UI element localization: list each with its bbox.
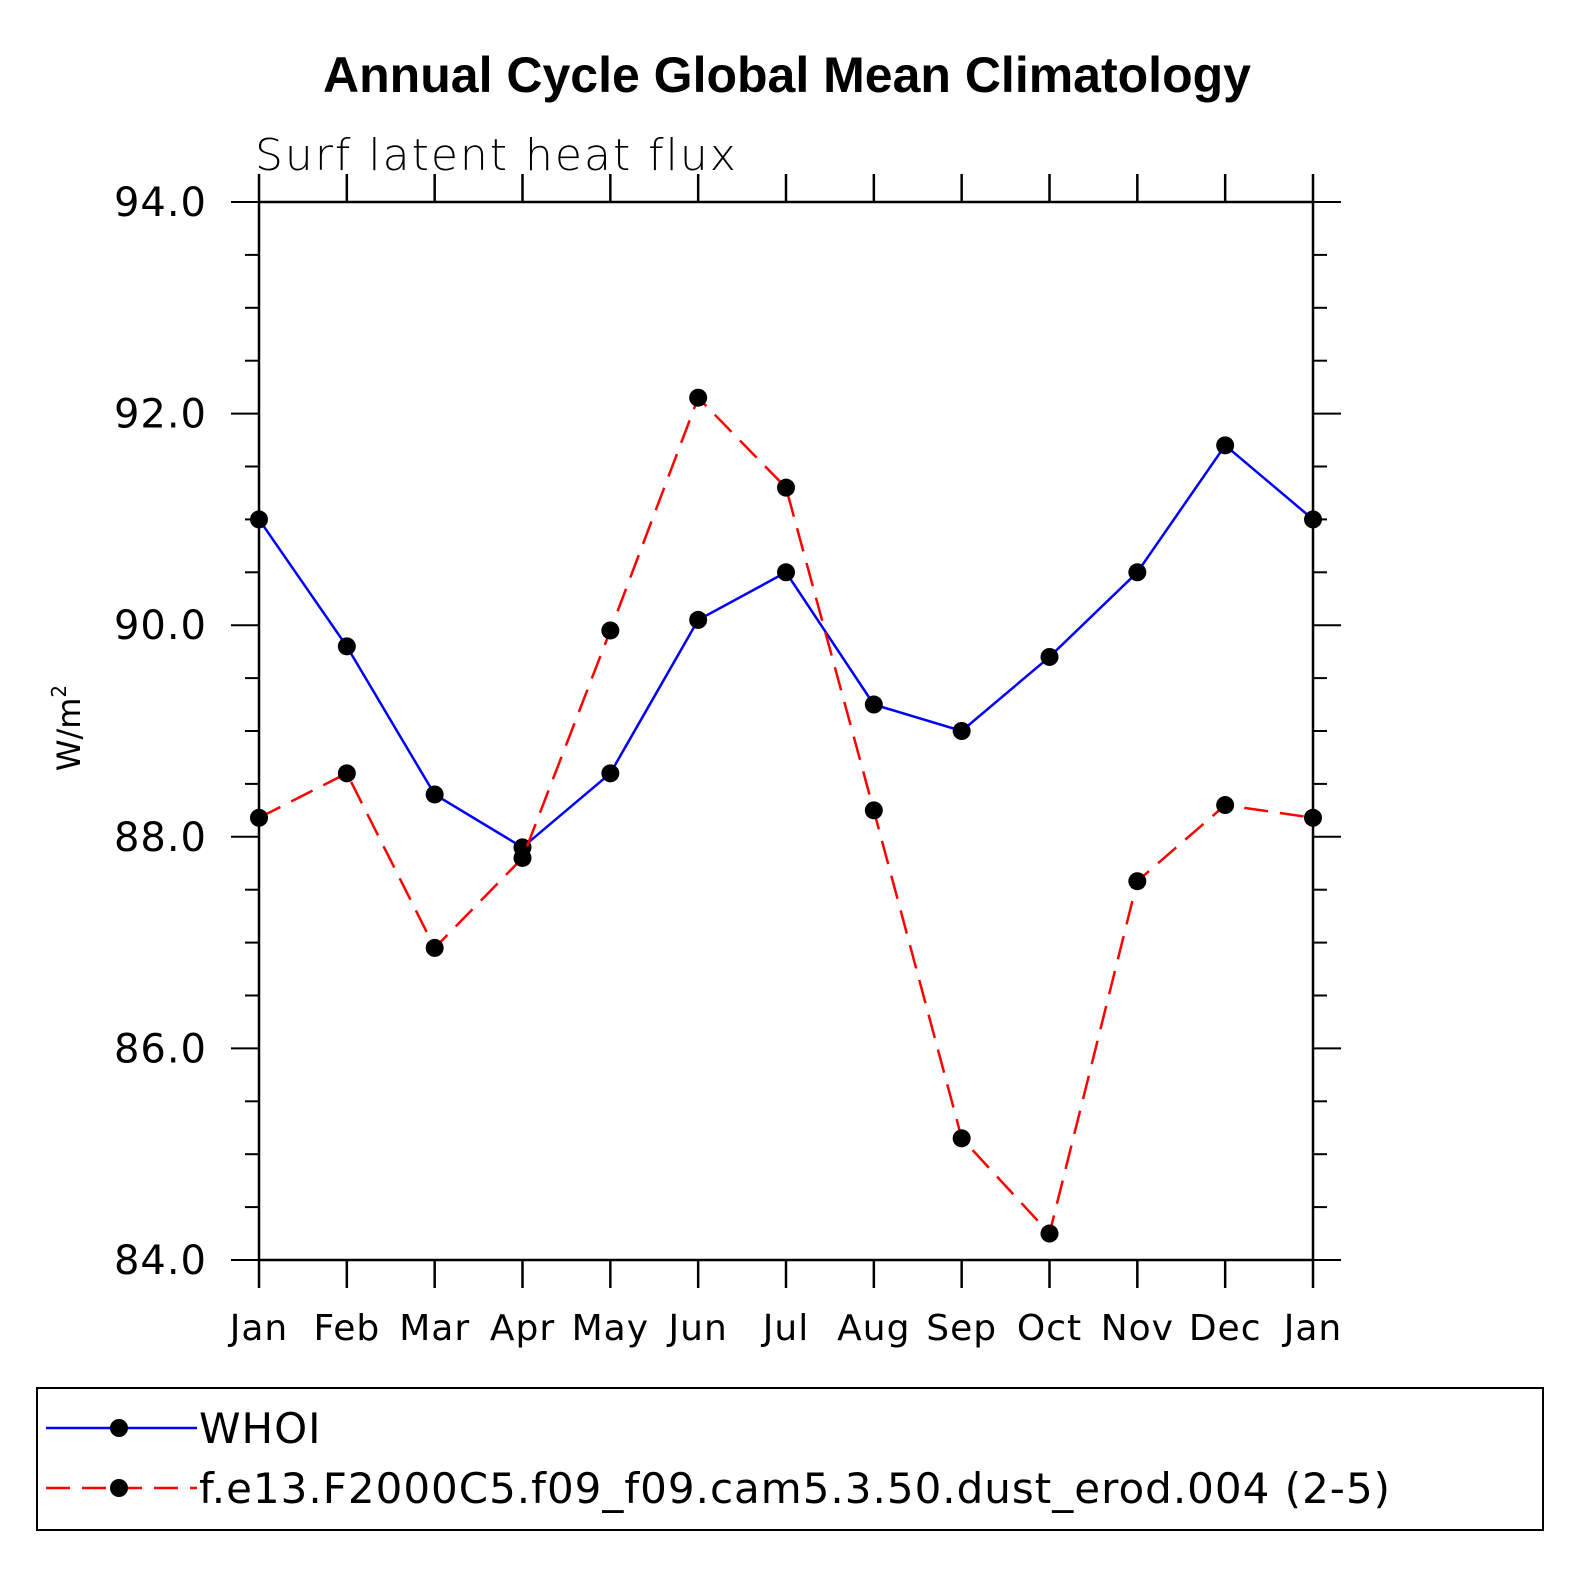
data-point	[1304, 808, 1322, 827]
y-tick-label: 92.0	[114, 392, 207, 438]
x-tick-label: Jan	[228, 1308, 289, 1349]
data-point	[952, 722, 971, 740]
series-2	[250, 388, 1322, 1243]
x-tick-label: Dec	[1189, 1308, 1262, 1349]
legend-label: f.e13.F2000C5.f09_f09.cam5.3.50.dust_ero…	[199, 1464, 1391, 1513]
x-tick-label: Aug	[837, 1308, 910, 1349]
y-tick-label: 90.0	[114, 603, 207, 649]
data-point	[425, 938, 444, 957]
legend-marker	[110, 1479, 128, 1497]
data-point	[864, 801, 883, 820]
legend-marker	[110, 1419, 128, 1437]
data-point	[1216, 796, 1235, 815]
data-point	[689, 610, 708, 629]
data-point	[250, 510, 268, 529]
plot-axes	[257, 200, 1315, 1262]
legend-label: WHOI	[199, 1404, 322, 1453]
data-point	[425, 785, 444, 804]
series-line	[258, 395, 1314, 1237]
data-point	[1128, 563, 1147, 582]
data-point	[1128, 872, 1147, 891]
chart-subtitle: Surf latent heat flux	[255, 130, 738, 181]
legend: WHOI f.e13.F2000C5.f09_f09.cam5.3.50.dust…	[36, 1387, 1544, 1531]
y-axis-label-superscript: 2	[47, 685, 71, 698]
data-point	[601, 621, 620, 640]
data-point	[864, 695, 883, 714]
data-point	[1040, 647, 1059, 666]
x-tick-label: Oct	[1017, 1308, 1082, 1349]
data-point	[513, 848, 532, 867]
data-point	[1216, 436, 1235, 455]
data-point	[337, 764, 356, 783]
y-axis-label-unit: W/m	[50, 698, 88, 772]
x-tick-label: Jun	[667, 1308, 728, 1349]
y-tick-label: 94.0	[114, 180, 207, 226]
data-point	[601, 764, 620, 783]
chart-title: Annual Cycle Global Mean Climatology	[323, 47, 1251, 103]
data-point	[250, 808, 268, 827]
y-tick-label: 88.0	[114, 815, 207, 861]
series-1	[250, 436, 1322, 857]
data-point	[1304, 510, 1322, 529]
y-axis-ticks: 84.0 86.0 88.0 90.0 92.0 94.0	[114, 180, 1341, 1284]
x-tick-label: Jan	[1282, 1308, 1343, 1349]
legend-box	[36, 1387, 1544, 1531]
series-line	[257, 443, 1314, 849]
x-tick-label: May	[572, 1308, 649, 1349]
plot-frame	[257, 200, 1315, 1262]
x-tick-label: Apr	[490, 1308, 555, 1349]
x-tick-label: Mar	[399, 1308, 470, 1349]
y-axis-label: W/m2	[47, 685, 88, 771]
x-tick-label: Feb	[313, 1308, 380, 1349]
y-tick-label: 84.0	[114, 1238, 207, 1284]
x-axis-ticks: Jan Feb Mar Apr May Jun Jul Aug Sep Oct Nov Dec Jan	[228, 174, 1343, 1349]
data-point	[777, 478, 795, 497]
x-tick-label: Jul	[761, 1308, 809, 1349]
data-point	[777, 563, 795, 582]
data-point	[1040, 1224, 1059, 1243]
x-tick-label: Nov	[1101, 1308, 1174, 1349]
series-group	[250, 388, 1322, 1243]
data-point	[952, 1129, 971, 1148]
data-point	[337, 637, 356, 656]
x-tick-label: Sep	[926, 1308, 997, 1349]
y-tick-label: 86.0	[114, 1026, 207, 1072]
data-point	[689, 388, 708, 407]
